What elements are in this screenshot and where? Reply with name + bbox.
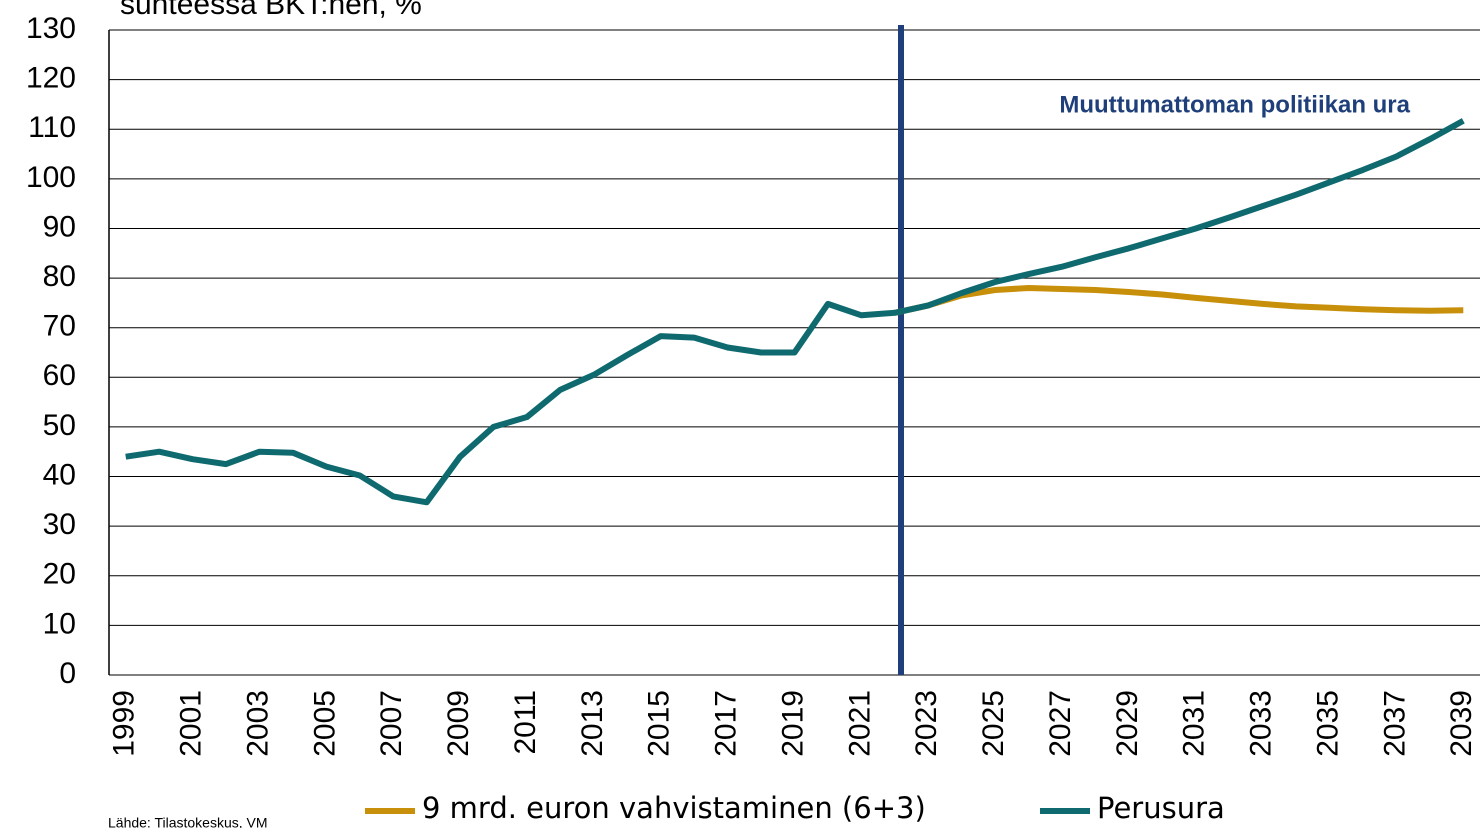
x-tick-label: 2027 <box>1044 690 1077 757</box>
x-tick-label: 2019 <box>776 690 809 757</box>
x-tick-label: 2021 <box>843 690 876 757</box>
y-tick-label: 10 <box>43 607 76 640</box>
y-tick-label: 20 <box>43 558 76 591</box>
y-tick-label: 90 <box>43 210 76 243</box>
x-tick-label: 2025 <box>977 690 1010 757</box>
x-tick-label: 2017 <box>710 690 743 757</box>
line-series <box>894 285 1464 316</box>
y-tick-label: 130 <box>26 12 76 45</box>
x-tick-label: 2039 <box>1445 690 1478 757</box>
annotation: Muuttumattoman politiikan ura <box>1059 91 1410 118</box>
x-tick-label: 2031 <box>1178 690 1211 757</box>
x-tick-label: 2003 <box>241 690 274 757</box>
x-tick-label: 2011 <box>509 690 542 755</box>
y-tick-label: 70 <box>43 310 76 343</box>
x-tick-label: 2015 <box>643 690 676 757</box>
x-tick-label: 2001 <box>175 690 208 757</box>
legend-label: Perusura <box>1097 791 1225 825</box>
legend-label: 9 mrd. euron vahvistaminen (6+3) <box>422 791 926 825</box>
x-tick-label: 1999 <box>108 690 141 757</box>
y-tick-label: 40 <box>43 458 76 491</box>
x-tick-label: 2029 <box>1111 690 1144 757</box>
x-tick-label: 2037 <box>1378 690 1411 757</box>
x-tick-label: 2023 <box>910 690 943 757</box>
x-tick-label: 2009 <box>442 690 475 757</box>
line-series <box>125 118 1465 506</box>
x-tick-label: 2007 <box>375 690 408 757</box>
x-tick-label: 2035 <box>1311 690 1344 757</box>
source: Lähde: Tilastokeskus, VM <box>108 815 268 828</box>
y-tick-label: 30 <box>43 508 76 541</box>
x-tick-label: 2005 <box>308 690 341 757</box>
y-tick-label: 50 <box>43 409 76 442</box>
y-tick-label: 0 <box>59 657 76 690</box>
chart-title: suhteessa BKT:hen, % <box>120 0 422 21</box>
y-tick-label: 80 <box>43 260 76 293</box>
y-tick-label: 100 <box>26 161 76 194</box>
y-tick-label: 110 <box>28 111 76 144</box>
y-tick-label: 60 <box>43 359 76 392</box>
y-tick-label: 120 <box>26 62 76 95</box>
x-tick-label: 2013 <box>576 690 609 757</box>
x-tick-label: 2033 <box>1245 690 1278 757</box>
